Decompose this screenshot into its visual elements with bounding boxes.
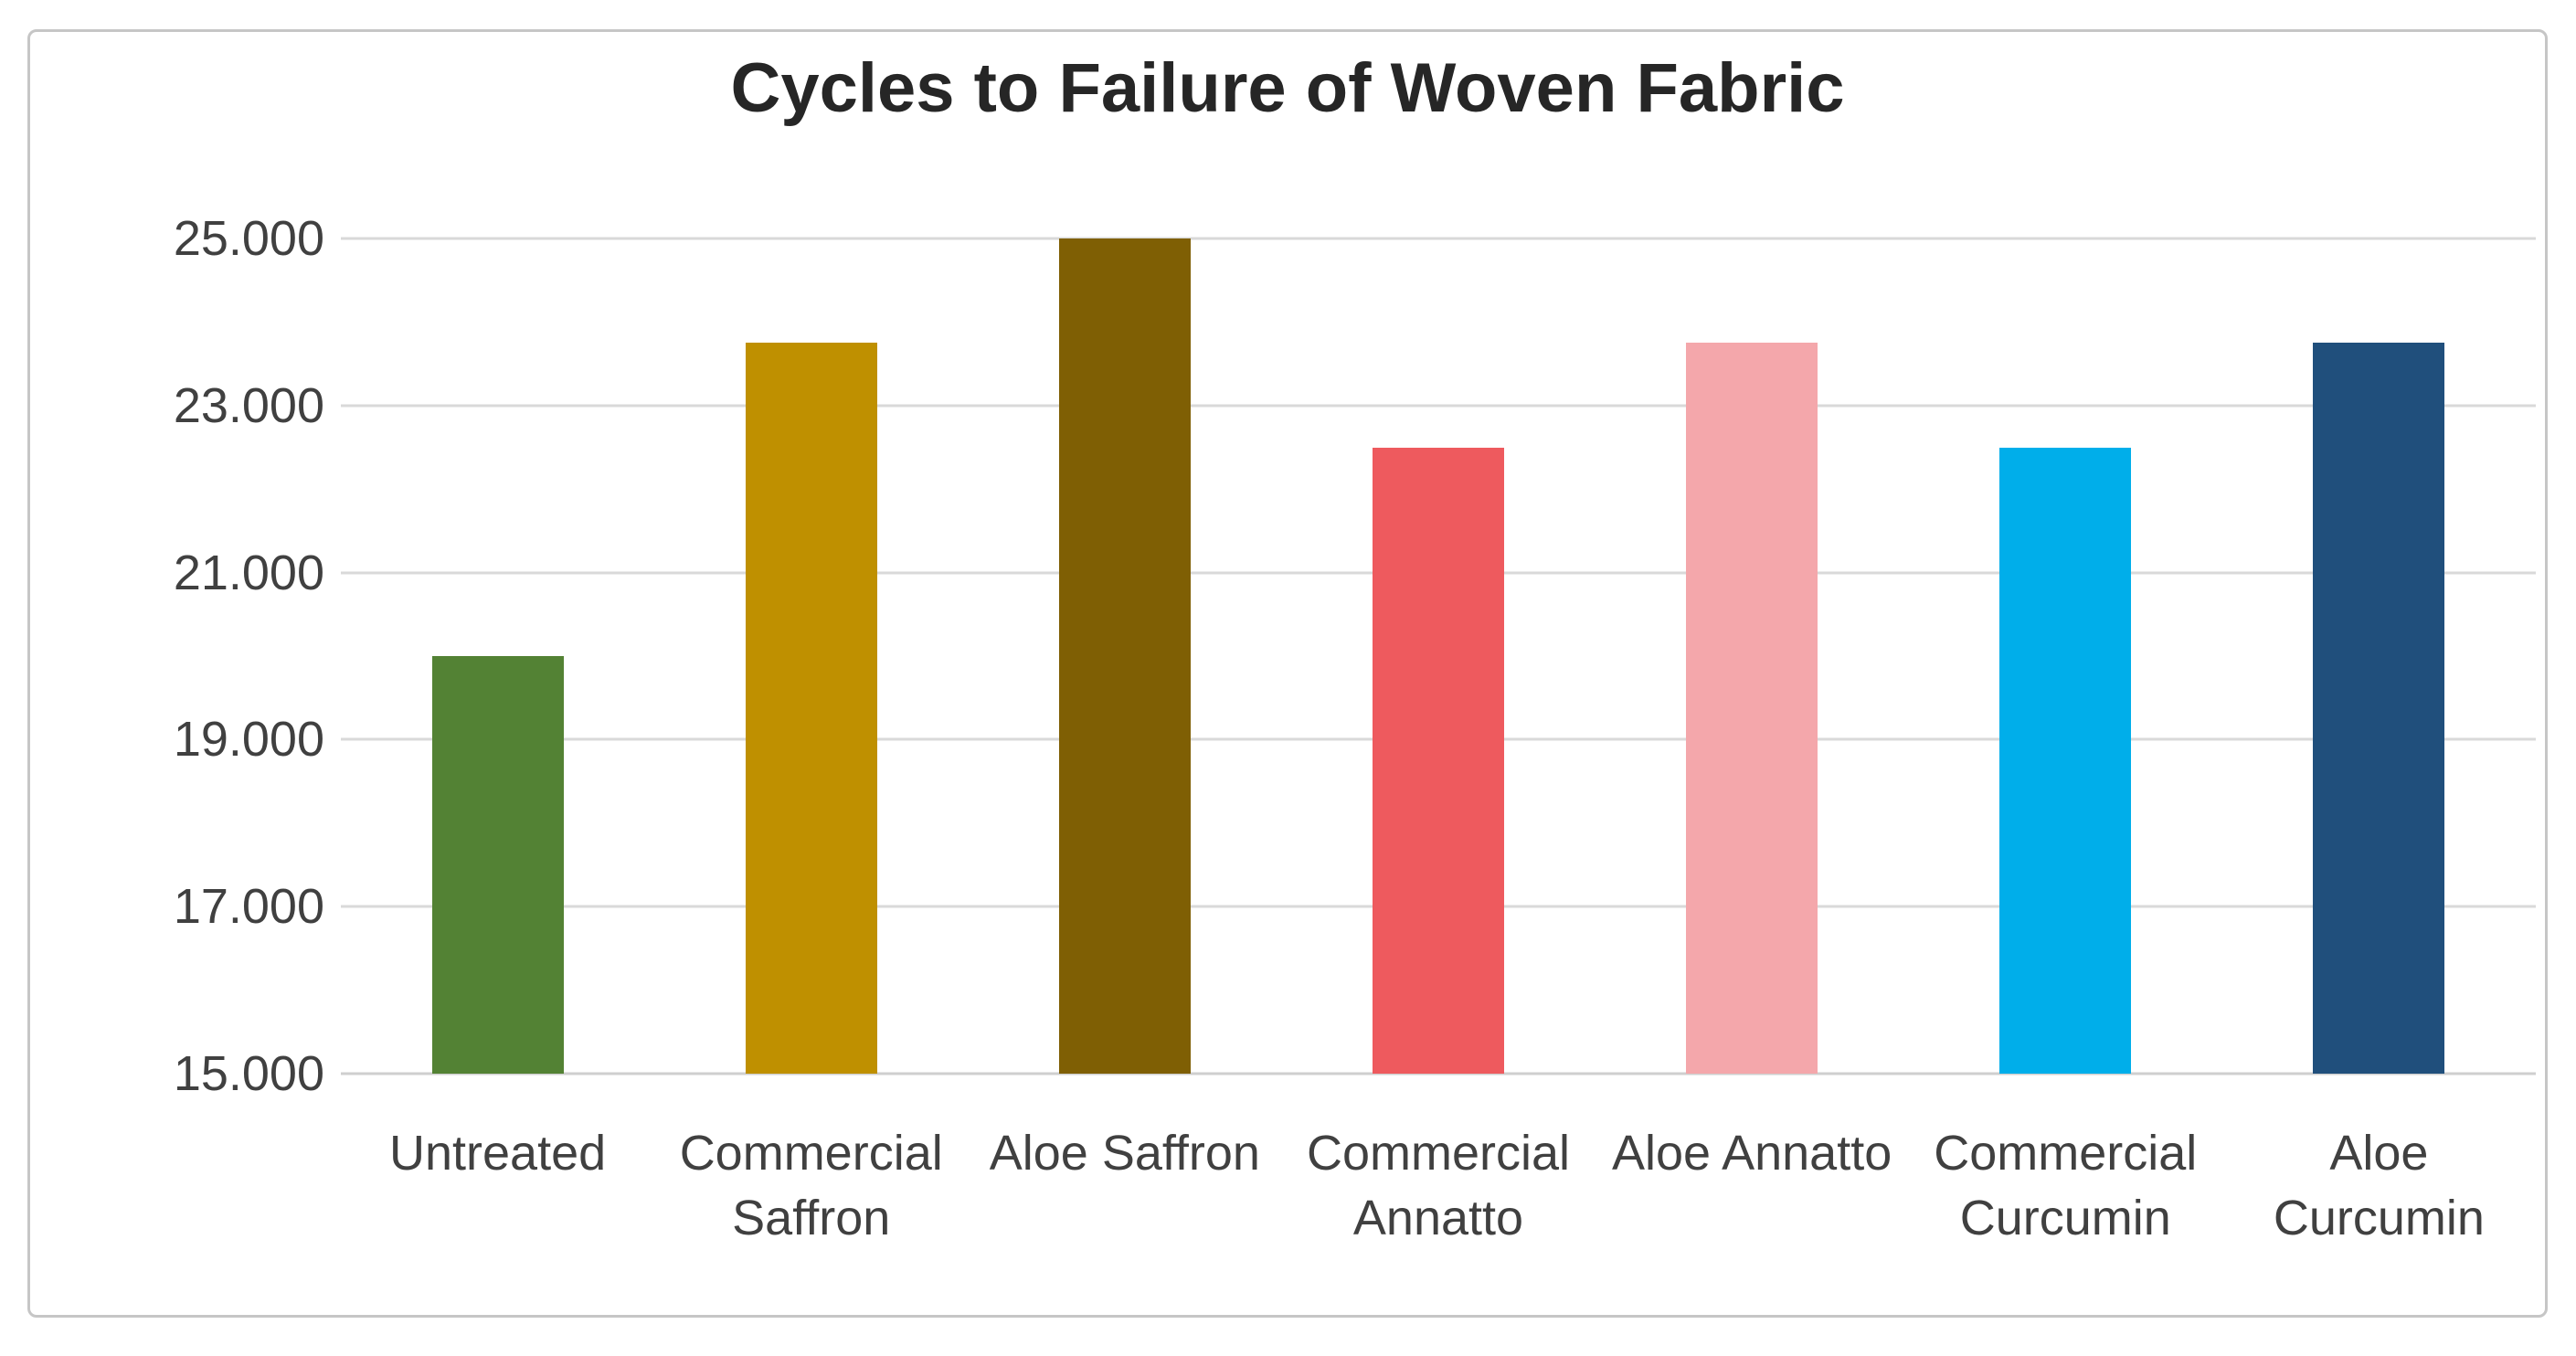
x-axis-label-commercial-curcumin: Commercial Curcumin bbox=[1934, 1126, 2198, 1246]
gridline-23000 bbox=[341, 404, 2536, 408]
bar-commercial-annatto bbox=[1372, 447, 1505, 1074]
y-axis-tick-label-23000: 23.000 bbox=[173, 377, 324, 433]
bar-slot-untreated bbox=[341, 238, 654, 1074]
x-axis-label-aloe-annatto: Aloe Annatto bbox=[1612, 1126, 1892, 1181]
plot-area bbox=[341, 237, 2536, 1075]
bars-row bbox=[341, 238, 2536, 1074]
x-axis-line bbox=[341, 1072, 2536, 1075]
x-axis-label-aloe-curcumin: Aloe Curcumin bbox=[2273, 1126, 2485, 1246]
bar-slot-aloe-curcumin bbox=[2222, 238, 2536, 1074]
bar-commercial-curcumin bbox=[1999, 447, 2132, 1074]
chart-frame: Cycles to Failure of Woven Fabric 15.000… bbox=[27, 29, 2548, 1318]
gridline-25000 bbox=[341, 237, 2536, 240]
bar-slot-aloe-annatto bbox=[1595, 238, 1909, 1074]
y-axis-tick-label-21000: 21.000 bbox=[173, 545, 324, 600]
chart-title: Cycles to Failure of Woven Fabric bbox=[730, 49, 1845, 127]
bar-aloe-curcumin bbox=[2313, 343, 2445, 1074]
y-axis-tick-label-15000: 15.000 bbox=[173, 1046, 324, 1101]
x-axis-label-commercial-annatto: Commercial Annatto bbox=[1306, 1126, 1571, 1246]
bar-untreated bbox=[431, 656, 564, 1074]
bar-commercial-saffron bbox=[745, 343, 877, 1074]
x-axis-label-commercial-saffron: Commercial Saffron bbox=[679, 1126, 943, 1246]
bar-slot-aloe-saffron bbox=[968, 238, 1281, 1074]
x-axis-label-untreated: Untreated bbox=[388, 1126, 607, 1181]
x-axis-label-aloe-saffron: Aloe Saffron bbox=[989, 1126, 1260, 1181]
bar-slot-commercial-annatto bbox=[1281, 238, 1595, 1074]
bar-slot-commercial-saffron bbox=[654, 238, 968, 1074]
bar-aloe-saffron bbox=[1058, 238, 1191, 1074]
y-axis-tick-labels: 15.000 17.000 19.000 21.000 23.000 25.000 bbox=[94, 211, 324, 1101]
x-axis-category-labels: Untreated Commercial Saffron Aloe Saffron C… bbox=[341, 1121, 2536, 1252]
bar-slot-commercial-curcumin bbox=[1909, 238, 2222, 1074]
y-axis-tick-label-19000: 19.000 bbox=[173, 712, 324, 768]
y-axis-tick-label-25000: 25.000 bbox=[173, 211, 324, 266]
y-axis-tick-label-17000: 17.000 bbox=[173, 879, 324, 935]
bar-aloe-annatto bbox=[1686, 343, 1818, 1074]
